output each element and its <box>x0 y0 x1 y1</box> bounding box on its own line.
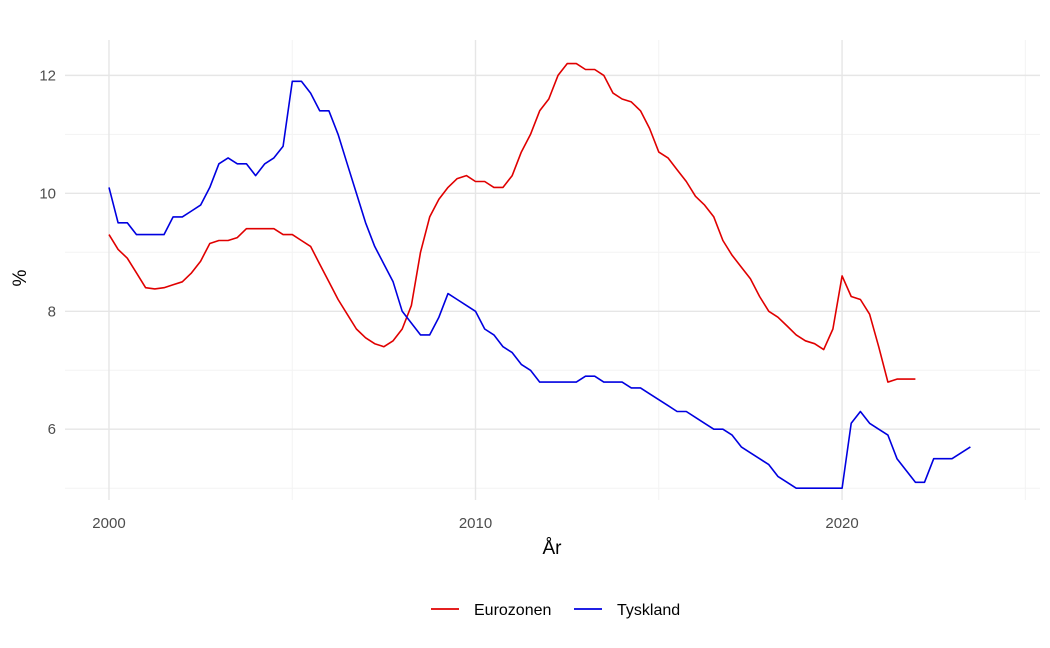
series-line-tyskland <box>108 80 971 490</box>
legend-label-eurozonen: Eurozonen <box>474 602 551 619</box>
legend-label-tyskland: Tyskland <box>617 602 680 619</box>
legend: Eurozonen Tyskland <box>431 602 680 619</box>
major-gridlines <box>65 40 1040 500</box>
y-tick-label: 6 <box>48 421 56 438</box>
minor-gridlines <box>65 40 1040 500</box>
series-lines <box>108 62 971 490</box>
y-axis-tick-labels: 6 8 10 12 <box>39 67 56 438</box>
x-axis-tick-labels: 2000 2010 2020 <box>92 515 858 532</box>
y-tick-label: 10 <box>39 185 56 202</box>
x-tick-label: 2010 <box>459 515 492 532</box>
x-tick-label: 2000 <box>92 515 125 532</box>
y-tick-label: 8 <box>48 303 56 320</box>
y-axis-title: % <box>10 269 31 286</box>
y-tick-label: 12 <box>39 67 56 84</box>
x-tick-label: 2020 <box>825 515 858 532</box>
series-line-eurozonen <box>108 62 916 383</box>
x-axis-title: År <box>543 538 563 559</box>
